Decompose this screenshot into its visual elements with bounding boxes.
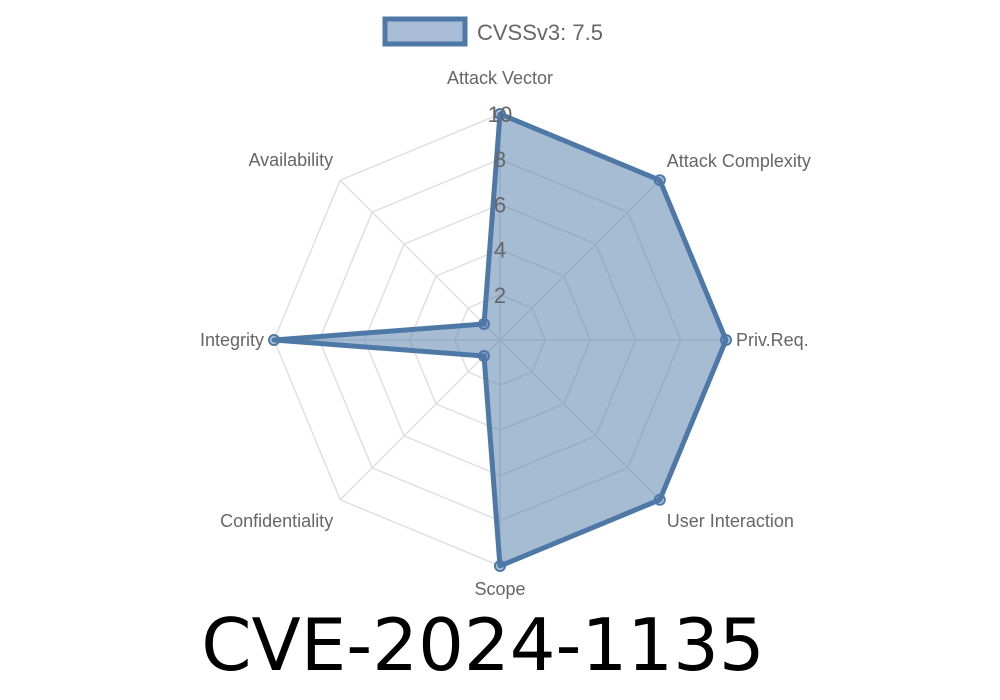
grid-spoke	[339, 179, 501, 341]
axis-label: Priv.Req.	[736, 330, 809, 350]
legend-label: CVSSv3: 7.5	[477, 20, 603, 45]
radial-ticks: 2 4 6 8 10	[488, 102, 512, 308]
data-point	[494, 560, 506, 572]
tick-label: 8	[494, 147, 506, 172]
axis-label: User Interaction	[667, 511, 794, 531]
data-point	[478, 349, 491, 362]
data-point	[268, 334, 280, 346]
legend[interactable]: CVSSv3: 7.5	[382, 16, 603, 47]
chart-title: CVE-2024-1135	[201, 603, 764, 687]
data-point	[653, 174, 666, 187]
axis-label: Attack Vector	[447, 68, 553, 88]
axis-label: Scope	[474, 579, 525, 599]
axis-label: Attack Complexity	[667, 151, 811, 171]
tick-label: 2	[494, 283, 506, 308]
axis-label: Integrity	[200, 330, 264, 350]
data-point	[494, 108, 506, 120]
data-point	[478, 318, 491, 331]
legend-swatch	[382, 16, 468, 47]
data-point	[653, 493, 666, 506]
data-point	[720, 334, 732, 346]
tick-label: 4	[494, 238, 506, 263]
series-area	[271, 111, 729, 569]
tick-label: 10	[488, 102, 512, 127]
tick-label: 6	[494, 192, 506, 217]
grid-spoke	[339, 339, 501, 501]
axis-label: Availability	[248, 150, 333, 170]
axis-labels: Attack Vector Attack Complexity Priv.Req. U…	[200, 68, 811, 599]
axis-label: Confidentiality	[220, 511, 333, 531]
radar-series	[268, 108, 732, 572]
